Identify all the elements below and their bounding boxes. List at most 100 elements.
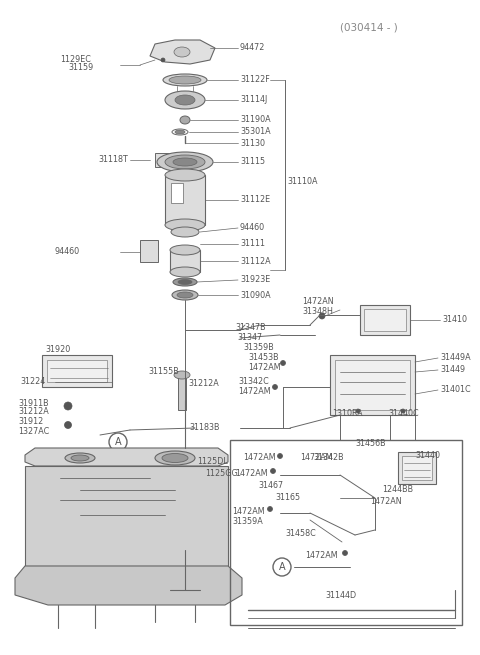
Text: 31112A: 31112A [240,257,271,265]
Text: 94460: 94460 [55,248,80,257]
Text: 31911B: 31911B [18,400,48,409]
Bar [170,250,200,272]
Ellipse shape [180,116,190,124]
Text: 31912: 31912 [18,417,43,426]
Ellipse shape [173,158,197,166]
Bar [402,456,432,480]
Bar [140,240,158,262]
Text: 1472AM: 1472AM [238,388,271,396]
Text: 1472AM: 1472AM [248,364,281,373]
Bar [360,305,410,335]
Ellipse shape [178,280,192,284]
Circle shape [319,313,325,319]
Text: A: A [279,562,285,572]
Circle shape [343,550,348,555]
Ellipse shape [174,371,190,379]
Text: 31458C: 31458C [285,529,316,538]
Ellipse shape [165,91,205,109]
Circle shape [280,360,286,365]
Polygon shape [150,40,215,64]
Circle shape [277,453,283,458]
Text: 31183B: 31183B [190,424,220,432]
Text: 31449: 31449 [440,365,465,375]
Text: 1472AM: 1472AM [232,506,264,515]
Text: 1472AM: 1472AM [300,453,333,462]
Circle shape [161,58,165,62]
Text: 94460: 94460 [240,223,265,233]
Ellipse shape [169,76,201,84]
Bar [398,452,436,484]
Ellipse shape [170,245,200,255]
Ellipse shape [65,453,95,463]
Text: 31115: 31115 [240,157,265,166]
Text: 31090A: 31090A [240,291,271,299]
Text: 31114J: 31114J [240,96,267,105]
Circle shape [64,422,72,428]
Ellipse shape [165,219,205,231]
Text: 31920: 31920 [45,345,70,354]
Text: 31190A: 31190A [240,115,271,124]
Text: 31122F: 31122F [240,75,270,84]
Text: 1472AM: 1472AM [235,468,268,477]
Circle shape [267,506,273,512]
Bar [47,360,107,382]
Text: 31410: 31410 [442,316,467,324]
Ellipse shape [170,267,200,277]
Bar [165,175,205,225]
Circle shape [273,384,277,390]
Ellipse shape [173,278,197,286]
Circle shape [356,409,360,413]
Text: 31456B: 31456B [355,438,385,447]
Text: 1310RA: 1310RA [332,409,362,417]
Bar [171,183,183,203]
Polygon shape [25,448,228,466]
Text: 31212A: 31212A [188,379,219,388]
Ellipse shape [172,290,198,300]
Text: 31359B: 31359B [243,343,274,352]
Text: 35301A: 35301A [240,128,271,136]
Text: A: A [115,437,121,447]
Bar [335,360,410,410]
Ellipse shape [162,453,188,462]
Bar [42,355,112,387]
Text: 31144D: 31144D [325,591,356,601]
Circle shape [64,402,72,410]
Text: 31440C: 31440C [388,409,419,417]
Text: 1472AN: 1472AN [370,498,402,506]
Text: 94472: 94472 [240,43,265,52]
Text: 1129EC: 1129EC [60,56,91,64]
Ellipse shape [71,455,89,461]
Text: 1125GG: 1125GG [205,468,238,477]
Text: 1125DL: 1125DL [197,457,228,466]
Ellipse shape [175,95,195,105]
Text: 1472AM: 1472AM [305,550,337,559]
Text: 1472AM: 1472AM [243,453,276,462]
Ellipse shape [174,47,190,57]
Text: 31923E: 31923E [240,276,270,284]
Text: 31212A: 31212A [18,407,49,417]
Bar [230,440,462,625]
Ellipse shape [155,451,195,465]
Circle shape [271,468,276,474]
Text: 31165: 31165 [275,493,300,502]
Text: 1327AC: 1327AC [18,426,49,436]
Bar [178,375,186,410]
Text: (030414 - ): (030414 - ) [340,22,398,32]
Text: 31467: 31467 [258,481,283,489]
Text: 31347: 31347 [237,333,262,341]
Text: 31224: 31224 [20,377,45,386]
Bar [155,153,170,167]
Text: 31111: 31111 [240,240,265,248]
Text: 31112E: 31112E [240,195,270,204]
Text: 31159: 31159 [68,64,93,73]
Ellipse shape [163,74,207,86]
Ellipse shape [171,227,199,237]
Text: 1244BB: 1244BB [382,485,413,495]
Ellipse shape [165,169,205,181]
Ellipse shape [177,292,193,298]
Bar [25,466,228,566]
Text: 1472AN: 1472AN [302,297,334,307]
Text: 31359A: 31359A [232,517,263,525]
Text: 31449A: 31449A [440,354,470,362]
Text: 31401C: 31401C [440,386,470,394]
